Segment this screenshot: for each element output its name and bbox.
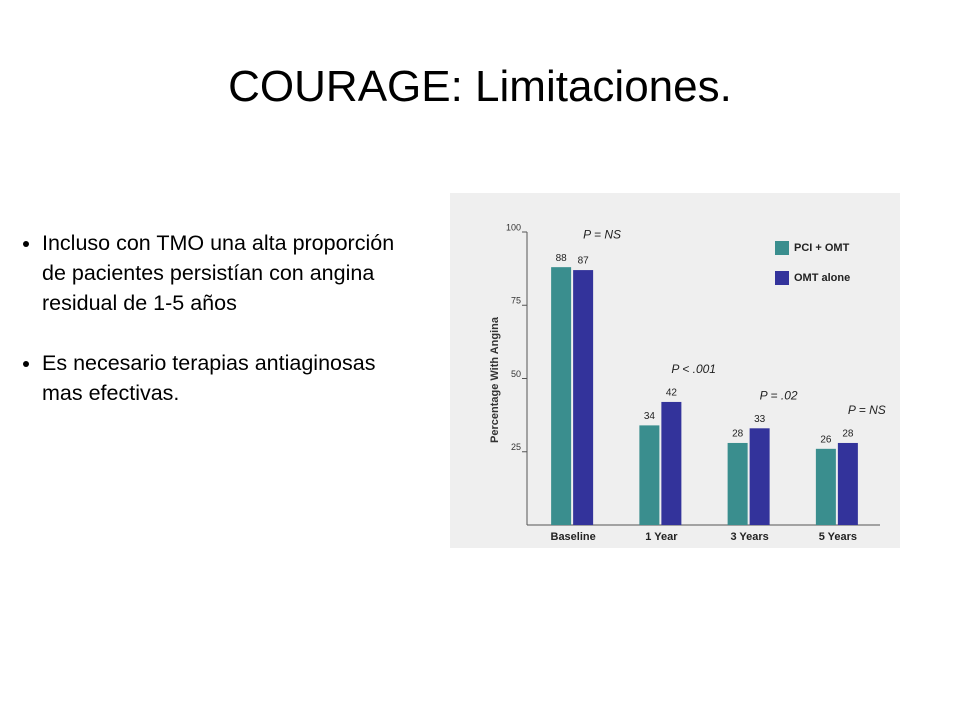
x-tick-label: 3 Years xyxy=(730,531,768,543)
bullet: Es necesario terapias antiaginosas mas e… xyxy=(42,348,422,408)
bar xyxy=(661,401,682,525)
legend-label: PCI + OMT xyxy=(794,242,850,254)
bar xyxy=(573,270,594,525)
bar xyxy=(727,442,748,525)
y-tick-label: 75 xyxy=(511,296,521,306)
bar xyxy=(837,442,858,525)
y-axis-label: Percentage With Angina xyxy=(489,316,501,443)
x-tick-label: Baseline xyxy=(551,531,596,543)
annotation: P < .001 xyxy=(671,362,716,376)
legend-swatch xyxy=(775,271,789,285)
value-label: 28 xyxy=(842,429,854,440)
value-label: 42 xyxy=(666,388,678,399)
x-tick-label: 5 Years xyxy=(819,531,857,543)
legend-swatch xyxy=(775,241,789,255)
value-label: 26 xyxy=(820,434,832,445)
x-tick-label: 1 Year xyxy=(645,531,678,543)
bar xyxy=(815,448,836,525)
annotation: P = NS xyxy=(583,227,621,241)
value-label: 34 xyxy=(644,411,656,422)
bar xyxy=(639,425,660,525)
value-label: 88 xyxy=(556,253,568,264)
bullet-list: Incluso con TMO una alta proporción de p… xyxy=(22,228,422,438)
slide-title: COURAGE: Limitaciones. xyxy=(228,62,732,111)
value-label: 28 xyxy=(732,429,744,440)
bar xyxy=(749,428,770,525)
annotation: P = .02 xyxy=(760,388,798,402)
bar xyxy=(551,267,572,525)
y-tick-label: 25 xyxy=(511,442,521,452)
value-label: 33 xyxy=(754,414,766,425)
legend-label: OMT alone xyxy=(794,272,850,284)
bullet: Incluso con TMO una alta proporción de p… xyxy=(42,228,422,318)
y-tick-label: 50 xyxy=(511,369,521,379)
value-label: 87 xyxy=(578,256,590,267)
annotation: P = NS xyxy=(848,403,886,417)
y-tick-label: 100 xyxy=(506,222,521,232)
